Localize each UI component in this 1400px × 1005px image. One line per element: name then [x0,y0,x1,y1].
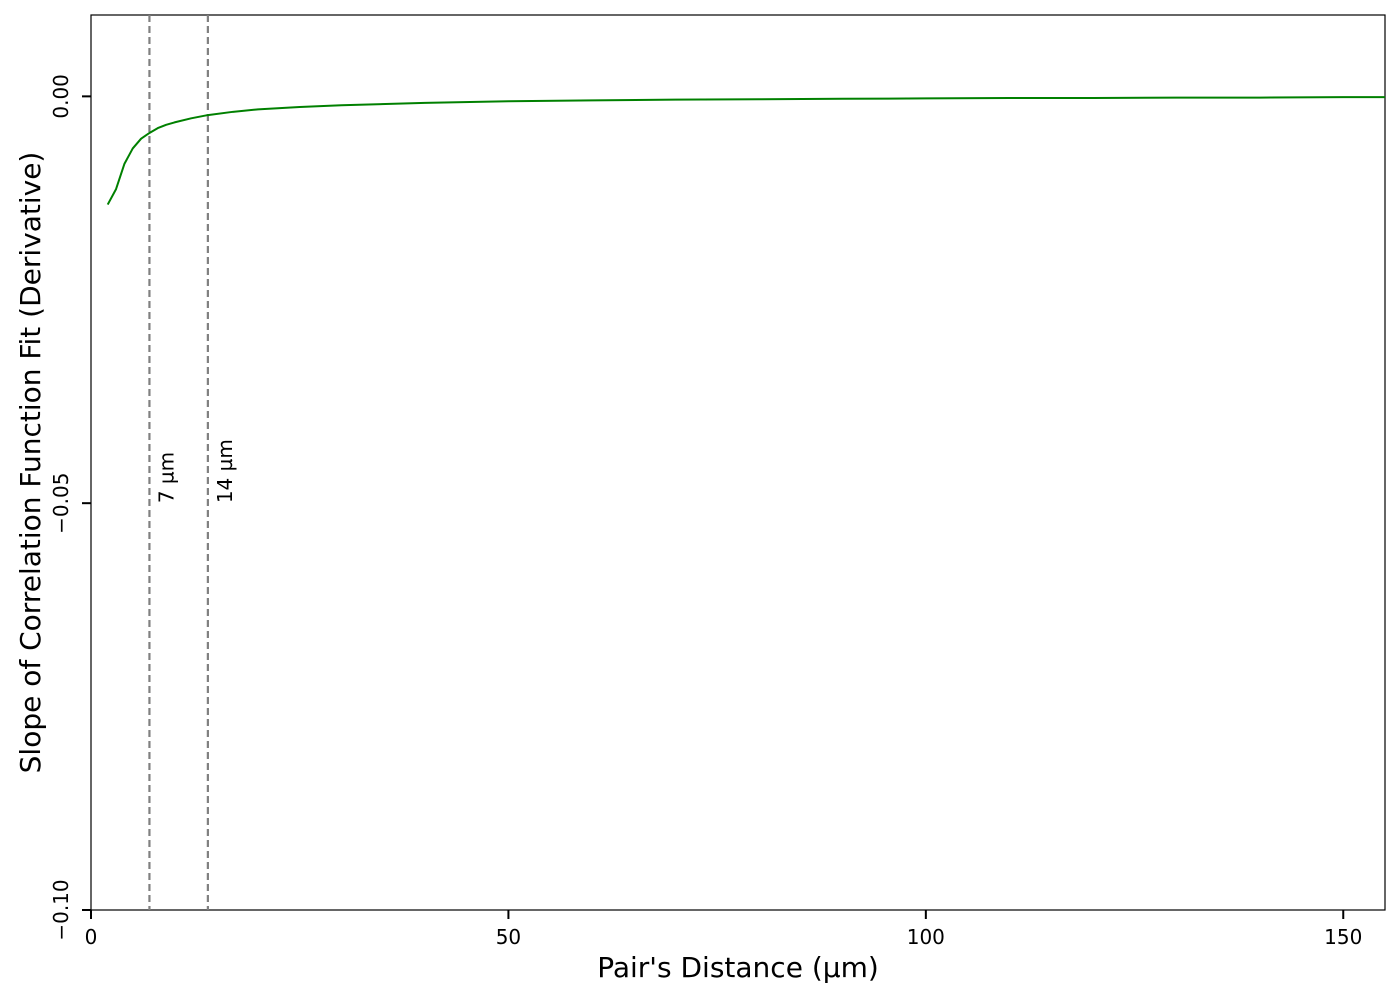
plot-frame [90,14,1386,911]
y-tick-label-0: 0.00 [49,74,73,119]
x-tick-label-2: 100 [907,925,945,949]
y-axis-title: Slope of Correlation Function Fit (Deriv… [14,152,47,774]
vline-label-1: 14 µm [213,439,237,503]
x-axis-title: Pair's Distance (µm) [597,951,879,984]
x-tick-label-1: 50 [496,925,521,949]
y-tick-label-1: −0.05 [49,473,73,534]
vertical-reference-lines: 7 µm 14 µm [148,15,237,910]
y-axis: 0.00 −0.05 −0.10 [49,74,91,941]
x-axis: 0 50 100 150 [85,910,1362,949]
vline-label-0: 7 µm [154,452,178,503]
plot-area [90,14,1386,911]
series-layer [106,96,1385,206]
x-tick-label-3: 150 [1324,925,1362,949]
y-tick-label-2: −0.10 [49,879,73,940]
x-tick-label-0: 0 [85,925,98,949]
series-line-0 [106,96,1385,206]
